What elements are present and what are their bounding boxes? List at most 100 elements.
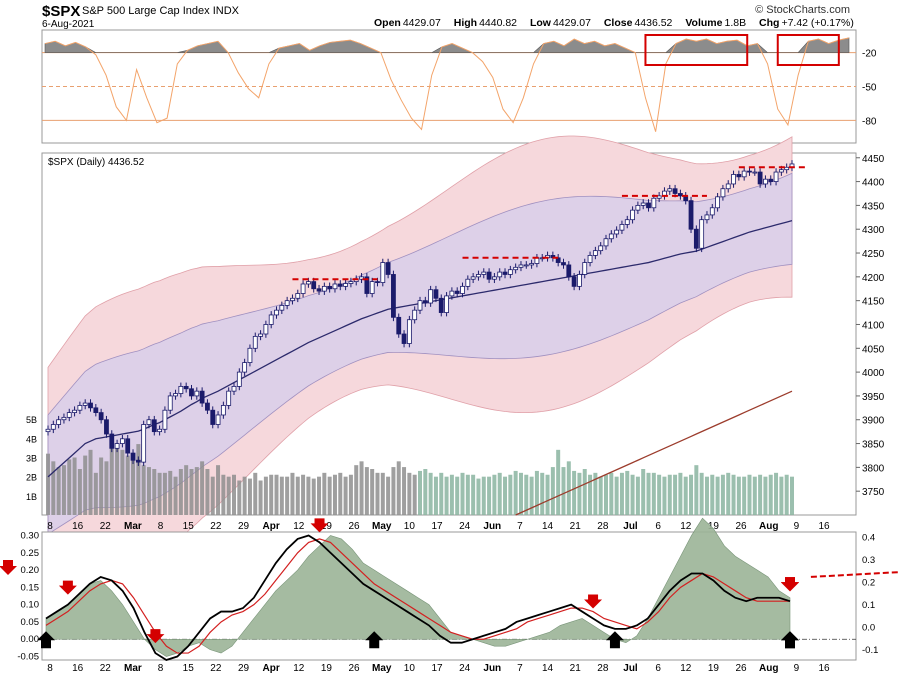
macd-line xyxy=(45,534,791,661)
candle-body xyxy=(252,335,258,349)
macd-xtick-label: 28 xyxy=(597,663,609,673)
candle-body xyxy=(359,276,364,280)
volume-bar xyxy=(279,476,284,515)
candle-body xyxy=(364,276,370,294)
volume-bar xyxy=(662,476,667,515)
macd-xtick-label: 15 xyxy=(183,663,195,673)
candle-body xyxy=(61,416,67,421)
oscillator-highlight-box xyxy=(776,34,840,66)
price-xtick-label: 22 xyxy=(210,521,222,532)
volume-bar xyxy=(348,474,353,515)
chg-value: +7.42 (+0.17%) xyxy=(781,17,854,29)
candle-body xyxy=(725,183,731,190)
volume-bar xyxy=(168,470,173,515)
candle-body xyxy=(263,324,269,335)
candle-body xyxy=(454,290,460,294)
candle-body xyxy=(646,202,651,209)
volume-bar xyxy=(763,476,768,515)
candle-body xyxy=(167,395,173,411)
price-ytick-label: 3750 xyxy=(862,487,885,498)
candle-body xyxy=(194,390,200,397)
candle-body xyxy=(125,438,131,454)
volume-bar xyxy=(205,469,210,515)
volume-bar xyxy=(317,476,322,515)
volume-bar xyxy=(704,476,709,515)
price-ytick-label: 3950 xyxy=(862,392,885,403)
up-arrow-icon xyxy=(365,631,384,649)
candle-body xyxy=(640,202,646,206)
volume-bar xyxy=(604,474,608,515)
volume-bar xyxy=(572,470,577,515)
volume-bar xyxy=(720,474,725,515)
candle-body xyxy=(571,276,577,287)
candle-body xyxy=(401,333,407,344)
volume-bar xyxy=(125,455,130,515)
down-arrow-icon xyxy=(310,518,329,533)
volume-bar xyxy=(88,449,93,515)
macd-xtick-label: 14 xyxy=(542,663,554,673)
candle-body xyxy=(592,250,598,256)
volume-bar xyxy=(726,472,731,515)
volume-bar xyxy=(699,472,704,515)
candle-body xyxy=(422,300,428,304)
volume-bar xyxy=(354,465,359,515)
candle-body xyxy=(348,281,354,284)
macd-xtick-label: 24 xyxy=(459,663,471,673)
candle-body xyxy=(247,347,253,363)
volume-bar xyxy=(561,467,566,515)
macd-xtick-label: 26 xyxy=(736,663,748,673)
price-xtick-label: 19 xyxy=(321,521,333,532)
candle-body xyxy=(470,276,476,280)
candle-body xyxy=(709,207,715,216)
price-xtick-label: 26 xyxy=(736,521,748,532)
volume-bar xyxy=(444,476,449,515)
volume-bar xyxy=(518,472,523,515)
volume-bar xyxy=(598,476,603,515)
candle-body xyxy=(295,293,301,299)
price-xtick-label: 21 xyxy=(570,521,582,532)
candle-body xyxy=(566,264,572,278)
volume-bar xyxy=(407,472,412,515)
volume-bar xyxy=(253,472,258,515)
volume-bar xyxy=(242,476,247,515)
volume-bar xyxy=(784,474,789,515)
candle-body xyxy=(327,285,333,290)
price-xtick-label: May xyxy=(372,521,392,532)
candle-body xyxy=(50,424,56,430)
volume-bar xyxy=(508,474,513,515)
volume-bar xyxy=(104,461,109,515)
candle-body xyxy=(476,274,481,278)
price-xtick-label: 22 xyxy=(100,521,112,532)
volume-bar xyxy=(455,476,460,515)
candle-body xyxy=(135,459,141,463)
candle-body xyxy=(656,195,662,199)
low-label: Low xyxy=(529,17,551,29)
candle-body xyxy=(157,428,163,433)
candle-body xyxy=(274,309,279,316)
candle-body xyxy=(412,309,418,321)
volume-bar xyxy=(131,453,136,515)
macd-xtick-label: 19 xyxy=(321,663,333,673)
candle-body xyxy=(747,170,752,173)
price-xtick-label: 15 xyxy=(183,521,195,532)
volume-bar xyxy=(51,461,56,515)
candle-body xyxy=(311,281,317,290)
macd-xtick-label: 29 xyxy=(238,663,250,673)
volume-bar xyxy=(306,476,311,515)
price-ytick-label: 4100 xyxy=(862,320,885,331)
exchange: INDX xyxy=(212,5,239,17)
price-ytick-label: 4400 xyxy=(862,178,885,189)
volume-bar xyxy=(678,472,683,515)
candle-body xyxy=(183,385,189,390)
price-xtick-label: Apr xyxy=(263,521,280,532)
volume-bar xyxy=(577,472,582,515)
volume-bar xyxy=(311,478,316,515)
volume-bar xyxy=(747,474,752,515)
volume-bar xyxy=(402,467,407,515)
volume-bar xyxy=(263,476,268,515)
candle-body xyxy=(210,409,216,425)
candle-body xyxy=(444,295,449,313)
candle-body xyxy=(72,409,77,413)
volume-bar xyxy=(269,474,274,515)
oscillator-ytick-label: -20 xyxy=(862,49,877,60)
